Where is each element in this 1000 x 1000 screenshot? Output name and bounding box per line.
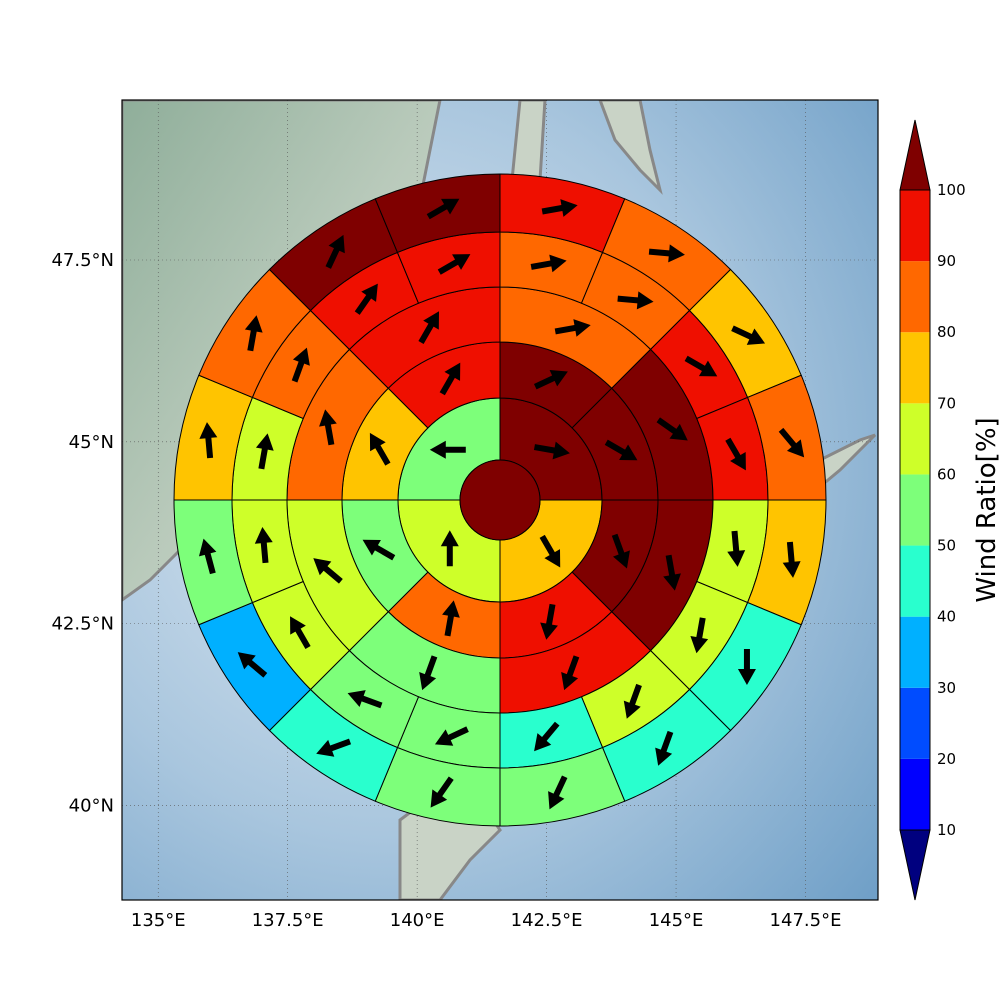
colorbar-segment xyxy=(900,616,930,688)
colorbar-segment xyxy=(900,403,930,475)
wind-arrow xyxy=(548,775,568,810)
colorbar-segment xyxy=(900,474,930,546)
wind-arrow xyxy=(419,655,438,691)
colorbar-tick-label: 50 xyxy=(937,537,956,555)
wind-arrow xyxy=(604,439,638,461)
colorbar-segment xyxy=(900,332,930,404)
colorbar-segment xyxy=(900,687,930,759)
wind-arrow xyxy=(369,432,391,466)
wind-arrow xyxy=(434,726,469,746)
colorbar-tick-label: 90 xyxy=(937,252,956,270)
colorbar-under-triangle xyxy=(899,829,931,901)
wind-arrow xyxy=(611,533,630,569)
wind-arrow xyxy=(255,433,274,470)
colorbar-over-triangle xyxy=(899,119,931,191)
wind-arrow xyxy=(198,538,217,575)
y-tick-label: 47.5°N xyxy=(51,250,114,271)
wind-arrow xyxy=(663,554,681,591)
colorbar-segment xyxy=(900,190,930,262)
wind-arrow xyxy=(533,441,570,460)
map-area xyxy=(122,100,878,900)
wind-arrows xyxy=(198,198,805,810)
wind-arrow xyxy=(347,690,383,709)
wind-arrow xyxy=(313,558,343,584)
wind-arrow xyxy=(656,417,688,441)
x-tick-label: 142.5°E xyxy=(511,910,583,931)
wind-arrow xyxy=(778,427,805,458)
colorbar: 10 20 30 40 50 60 70 80 90 100 Wind Ratio[%] xyxy=(899,119,1000,901)
y-tick-label: 42.5°N xyxy=(51,614,114,635)
wind-arrow xyxy=(244,315,263,352)
wind-arrow xyxy=(725,437,746,471)
wind-arrow xyxy=(731,325,766,345)
map-frame xyxy=(121,99,879,901)
colorbar-segment xyxy=(900,758,930,830)
wind-arrow xyxy=(782,541,801,578)
wind-arrow xyxy=(534,721,560,752)
y-tick-label: 45°N xyxy=(69,432,114,453)
axis-ticks: 135°E 137.5°E 140°E 142.5°E 145°E 147.5°E 40°N… xyxy=(51,250,841,931)
wind-arrow xyxy=(362,539,396,561)
wind-arrow xyxy=(684,355,718,377)
wind-arrow xyxy=(655,730,674,766)
y-tick-label: 40°N xyxy=(69,795,114,816)
colorbar-tick-label: 100 xyxy=(937,181,966,199)
colorbar-tick-label: 20 xyxy=(937,750,956,768)
wind-arrow xyxy=(199,422,218,459)
wind-arrow xyxy=(354,283,378,315)
center-disk xyxy=(459,459,541,541)
wind-arrow xyxy=(623,683,642,719)
colorbar-tick-label: 60 xyxy=(937,465,956,483)
wind-arrow xyxy=(437,254,471,275)
x-tick-label: 147.5°E xyxy=(770,910,842,931)
x-tick-label: 145°E xyxy=(649,910,704,931)
wind-arrow xyxy=(690,617,709,654)
wind-arrow xyxy=(316,738,352,757)
colorbar-tick-label: 30 xyxy=(937,679,956,697)
colorbar-tick-label: 40 xyxy=(937,608,956,626)
wind-arrow xyxy=(325,234,345,269)
wind-arrow xyxy=(426,198,460,220)
sector-cells xyxy=(173,173,827,827)
wind-arrow xyxy=(727,530,746,567)
sakhalin-north xyxy=(598,100,663,195)
wind-arrow xyxy=(561,655,580,691)
wind-arrow xyxy=(237,652,268,678)
wind-arrow xyxy=(648,244,685,263)
colorbar-segment xyxy=(900,545,930,617)
colorbar-segment xyxy=(900,261,930,333)
wind-arrow xyxy=(291,347,310,383)
wind-arrow xyxy=(319,409,337,446)
wind-arrow xyxy=(554,319,591,337)
wind-arrow xyxy=(290,616,311,649)
wind-arrow xyxy=(539,534,561,568)
wind-arrow xyxy=(737,649,756,686)
wind-arrow xyxy=(418,311,440,344)
wind-arrow xyxy=(440,530,459,567)
x-tick-label: 140°E xyxy=(390,910,445,931)
colorbar-tick-label: 10 xyxy=(937,821,956,839)
colorbar-tick-label: 70 xyxy=(937,394,956,412)
colorbar-title: Wind Ratio[%] xyxy=(972,417,1000,602)
wind-arrow xyxy=(617,291,654,310)
wind-arrow xyxy=(430,776,454,808)
wind-arrow xyxy=(254,526,273,564)
wind-arrow xyxy=(530,254,567,273)
x-tick-label: 137.5°E xyxy=(252,910,324,931)
wind-arrow xyxy=(429,440,466,459)
wind-arrow xyxy=(442,600,460,637)
wind-arrow xyxy=(541,199,578,217)
wind-arrow xyxy=(439,362,461,396)
wind-arrow xyxy=(540,603,558,640)
x-tick-label: 135°E xyxy=(131,910,186,931)
colorbar-tick-label: 80 xyxy=(937,323,956,341)
wind-arrow xyxy=(533,370,568,390)
